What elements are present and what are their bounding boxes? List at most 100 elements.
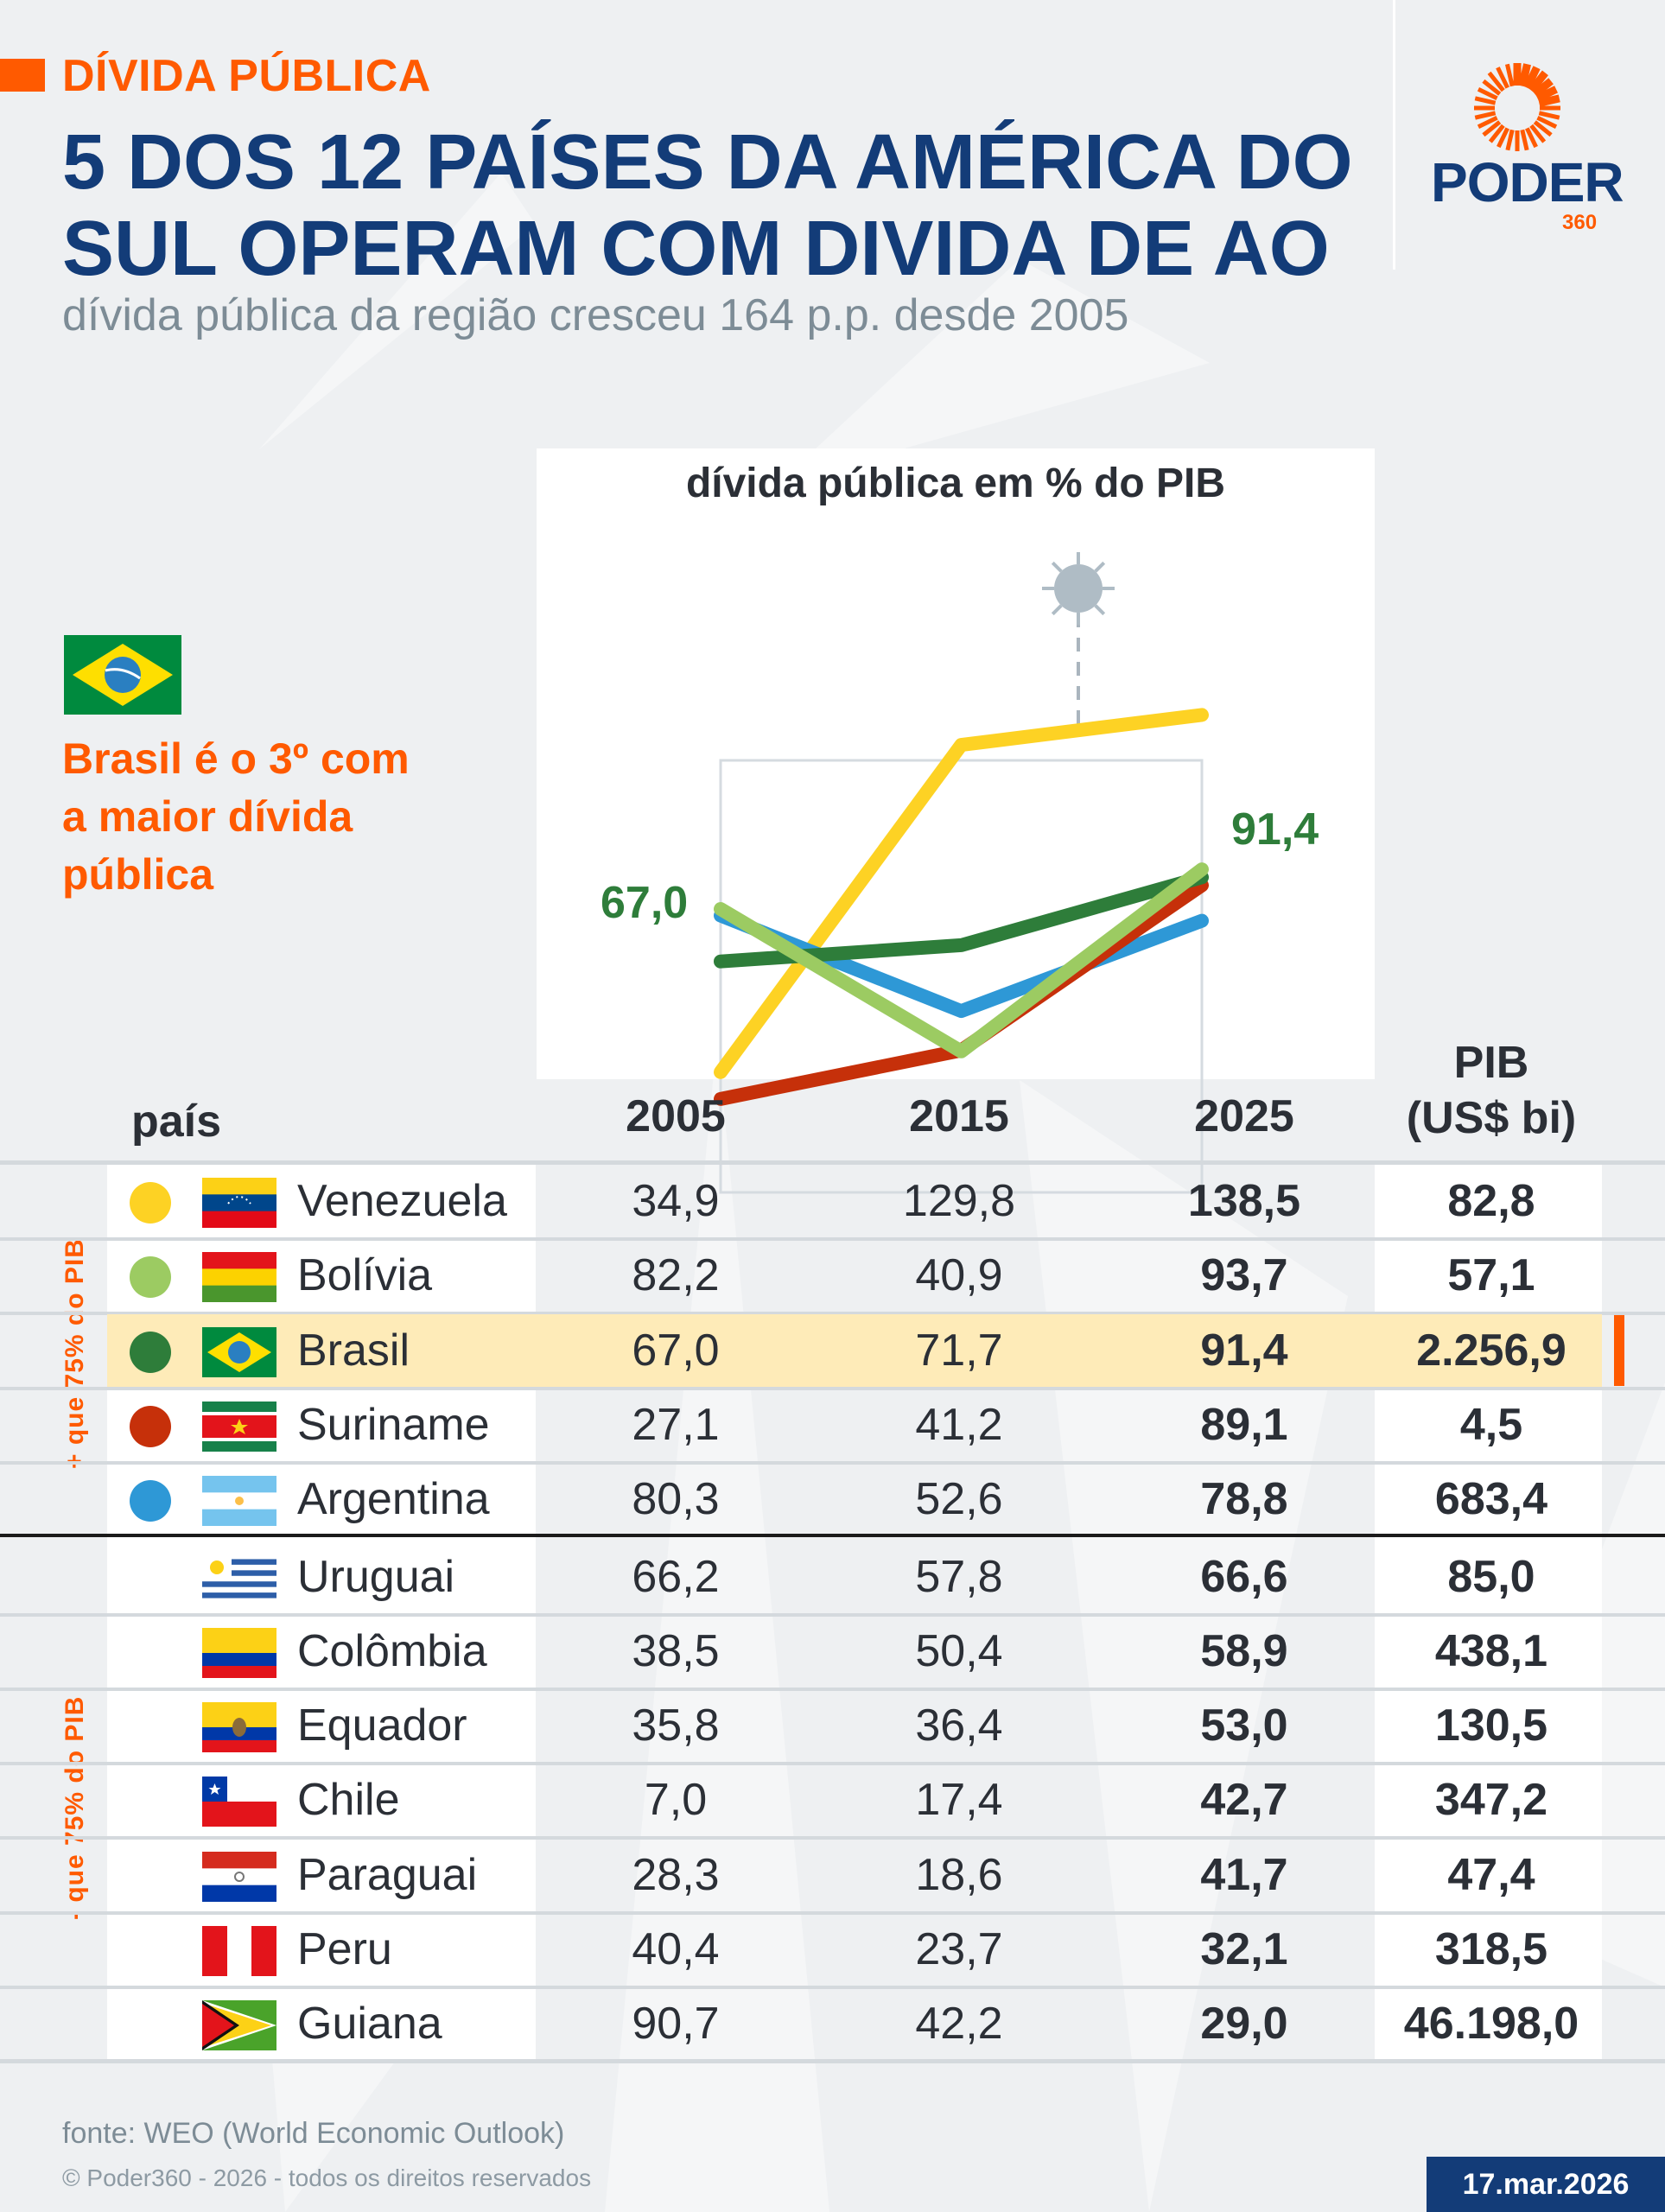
table-row: Peru 40,4 23,7 32,1 318,5 xyxy=(107,1913,1602,1986)
flag-paraguai-icon xyxy=(202,1851,276,1902)
country-name: Colômbia xyxy=(297,1625,487,1676)
country-name: Brasil xyxy=(297,1325,410,1376)
flag-venezuela-icon xyxy=(202,1178,276,1228)
value-2025: 41,7 xyxy=(1200,1849,1288,1900)
value-2005: 40,4 xyxy=(632,1924,720,1974)
value-pib: 347,2 xyxy=(1434,1775,1548,1826)
value-2005: 82,2 xyxy=(632,1250,720,1301)
value-2015: 41,2 xyxy=(915,1399,1003,1450)
country-name: Argentina xyxy=(297,1474,490,1525)
sun-ray xyxy=(1518,63,1531,87)
flag-argentina-icon xyxy=(202,1476,276,1527)
table-row: Guiana 90,7 42,2 29,0 46.198,0 xyxy=(107,1987,1602,2060)
table-row: Venezuela 34,9 129,8 138,5 82,8 xyxy=(107,1165,1602,1237)
table-row: Chile 7,0 17,4 42,7 347,2 xyxy=(107,1764,1602,1836)
value-pib: 318,5 xyxy=(1434,1924,1548,1974)
table-row: Uruguai 66,2 57,8 66,6 85,0 xyxy=(107,1541,1602,1613)
header-pib-line2: (US$ bi) xyxy=(1406,1093,1577,1143)
sun-ray xyxy=(1496,67,1509,89)
value-2025: 91,4 xyxy=(1200,1325,1288,1376)
value-2015: 36,4 xyxy=(915,1700,1003,1751)
page-title: 5 DOS 12 PAÍSES DA AMÉRICA DO SUL OPERAM… xyxy=(62,119,1353,292)
sun-ray xyxy=(1533,120,1553,137)
brasil-2005-label: 67,0 xyxy=(601,878,689,928)
sun-ray xyxy=(1474,96,1497,105)
group-divider xyxy=(0,1534,1665,1537)
logo-suffix: 360 xyxy=(1562,211,1598,234)
chart-panel xyxy=(537,448,1375,1079)
value-2015: 52,6 xyxy=(915,1474,1003,1525)
sun-ray xyxy=(1532,78,1554,98)
brazil-flag-icon xyxy=(64,635,181,715)
value-pib: 4,5 xyxy=(1459,1399,1523,1450)
value-2005: 66,2 xyxy=(632,1551,720,1602)
table-bottom-rule xyxy=(0,2059,1665,2063)
sun-ray xyxy=(1528,70,1548,93)
highlight-marker xyxy=(1614,1315,1624,1386)
value-2015: 18,6 xyxy=(915,1849,1003,1900)
sun-ray xyxy=(1529,124,1547,143)
value-2015: 129,8 xyxy=(902,1176,1016,1226)
header-2025: 2025 xyxy=(1194,1091,1294,1141)
table-top-rule xyxy=(0,1160,1665,1165)
flag-chile-icon xyxy=(202,1777,276,1827)
value-2015: 17,4 xyxy=(915,1775,1003,1826)
sun-ray xyxy=(1497,127,1509,149)
header-2015: 2015 xyxy=(909,1091,1009,1141)
value-2005: 80,3 xyxy=(632,1474,720,1525)
value-2015: 40,9 xyxy=(915,1250,1003,1301)
sun-ray xyxy=(1535,86,1559,102)
header-pib: PIB (US$ bi) xyxy=(1370,1035,1612,1146)
value-2015: 50,4 xyxy=(915,1625,1003,1676)
sun-burst-icon xyxy=(1474,63,1560,151)
sun-ray xyxy=(1482,120,1502,137)
value-2005: 35,8 xyxy=(632,1700,720,1751)
sun-ray xyxy=(1482,79,1502,96)
value-2015: 42,2 xyxy=(915,1999,1003,2050)
value-pib: 82,8 xyxy=(1447,1176,1535,1226)
value-2005: 27,1 xyxy=(632,1399,720,1450)
value-2025: 138,5 xyxy=(1187,1176,1301,1226)
poder360-logo: PODER 360 xyxy=(1424,60,1624,234)
copyright-note: © Poder360 - 2026 - todos os direitos re… xyxy=(62,2164,592,2191)
row-divider xyxy=(0,1237,1665,1241)
value-pib: 46.198,0 xyxy=(1403,1999,1579,2050)
value-pib: 85,0 xyxy=(1447,1551,1535,1602)
value-pib: 2.256,9 xyxy=(1416,1325,1566,1376)
value-pib: 683,4 xyxy=(1434,1474,1548,1525)
value-pib: 130,5 xyxy=(1434,1700,1548,1751)
value-2005: 67,0 xyxy=(632,1325,720,1376)
chart-title: dívida pública em % do PIB xyxy=(685,461,1226,506)
sun-ray xyxy=(1538,94,1560,107)
sun-ray xyxy=(1474,111,1497,120)
sun-ray xyxy=(1505,129,1515,151)
value-2025: 53,0 xyxy=(1200,1700,1288,1751)
series-color-dot xyxy=(130,1405,171,1447)
source-note: fonte: WEO (World Economic Outlook) xyxy=(62,2117,565,2150)
sun-ray xyxy=(1538,111,1560,120)
value-2005: 7,0 xyxy=(644,1775,708,1826)
sun-ray xyxy=(1520,129,1529,151)
series-color-dot xyxy=(130,1182,171,1224)
table-row: Argentina 80,3 52,6 78,8 683,4 xyxy=(107,1463,1602,1535)
sun-ray xyxy=(1488,124,1505,143)
country-name: Suriname xyxy=(297,1399,490,1450)
value-2005: 90,7 xyxy=(632,1999,720,2050)
flag-suriname-icon xyxy=(202,1401,276,1452)
table-row: Suriname 27,1 41,2 89,1 4,5 xyxy=(107,1389,1602,1461)
value-pib: 57,1 xyxy=(1447,1250,1535,1301)
flag-equador-icon xyxy=(202,1702,276,1753)
flag-guiana-icon xyxy=(202,2000,276,2051)
page-subtitle: dívida pública da região cresceu 164 p.p… xyxy=(62,290,1129,340)
table-row: Bolívia 82,2 40,9 93,7 57,1 xyxy=(107,1239,1602,1312)
row-divider xyxy=(0,1612,1665,1617)
value-2005: 38,5 xyxy=(632,1625,720,1676)
table-row: Equador 35,8 36,4 53,0 130,5 xyxy=(107,1689,1602,1762)
sun-ray xyxy=(1477,116,1498,129)
flag-uruguai-icon xyxy=(202,1553,276,1604)
row-divider xyxy=(0,1910,1665,1915)
sun-ray xyxy=(1487,71,1505,92)
value-2005: 34,9 xyxy=(632,1176,720,1226)
header-country: país xyxy=(131,1096,222,1147)
row-divider xyxy=(0,1762,1665,1766)
